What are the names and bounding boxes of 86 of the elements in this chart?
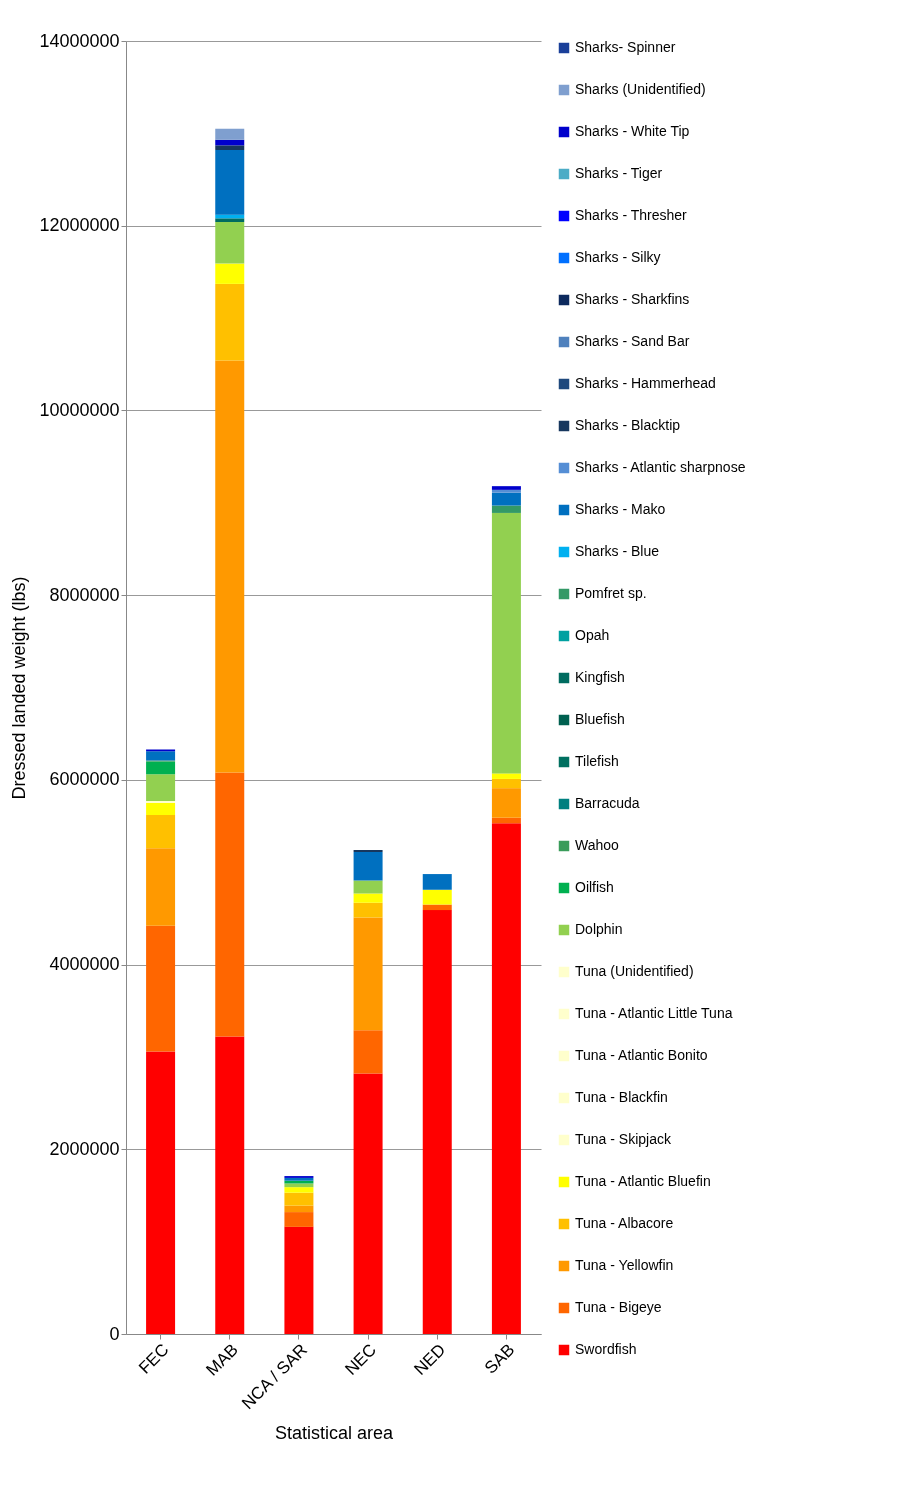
bar (491, 788, 521, 818)
y-tick-label: 6000000 (49, 769, 120, 790)
bar (215, 283, 245, 361)
bar (146, 751, 176, 761)
y-tick-label: 4000000 (49, 954, 120, 975)
bar (353, 1073, 383, 1334)
legend-label: Tuna - Albacore (575, 1215, 674, 1231)
bar (146, 925, 176, 1052)
legend-label: Sharks - Blue (575, 543, 660, 559)
legend-label: Sharks - White Tip (575, 123, 690, 139)
legend-label: Tuna - Yellowfin (575, 1257, 674, 1273)
bar (215, 222, 245, 264)
legend-label: Tuna - Blackfin (575, 1089, 668, 1105)
legend-label: Dolphin (575, 921, 623, 937)
bar (353, 880, 383, 894)
legend-label: Bluefish (575, 711, 625, 727)
bar (215, 1036, 245, 1334)
legend-label: Sharks - Blacktip (575, 417, 681, 433)
bar (146, 774, 176, 802)
bar (146, 814, 176, 849)
y-axis-title: Dressed landed weight (lbs) (9, 576, 30, 800)
bar (353, 1030, 383, 1074)
legend-label: Pomfret sp. (575, 585, 647, 601)
legend-label: Tuna - Bigeye (575, 1299, 662, 1315)
legend-label: Sharks - Mako (575, 501, 666, 517)
x-axis-title: Statistical area (274, 1422, 395, 1443)
legend-label: Sharks- Spinner (575, 39, 676, 55)
bar (491, 512, 521, 774)
legend-label: Kingfish (575, 669, 625, 685)
bar (353, 893, 383, 903)
legend-label: Oilfish (575, 879, 614, 895)
legend-label: Barracuda (575, 795, 640, 811)
bar (491, 823, 521, 1334)
bar (215, 139, 245, 146)
y-tick-label: 2000000 (49, 1138, 120, 1159)
y-tick-label: 8000000 (49, 584, 120, 605)
legend-label: Sharks - Sand Bar (575, 333, 690, 349)
legend-label: Sharks - Silky (575, 249, 661, 265)
bar (491, 492, 521, 506)
bar (215, 360, 245, 773)
bar (284, 1212, 314, 1227)
legend-label: Tilefish (575, 753, 619, 769)
bar (215, 149, 245, 215)
bar (284, 1187, 314, 1193)
legend-label: Sharks - Hammerhead (575, 375, 716, 391)
bar (215, 772, 245, 1037)
legend-label: Tuna - Atlantic Bluefin (575, 1173, 711, 1189)
bar (491, 773, 521, 779)
bar (146, 761, 176, 775)
bar (284, 1192, 314, 1206)
legend-label: Tuna (Unidentified) (575, 963, 694, 979)
y-tick-label: 10000000 (39, 399, 120, 420)
bar (215, 145, 245, 150)
bar (215, 218, 245, 223)
bar (146, 848, 176, 926)
bar (284, 1205, 314, 1213)
bar (146, 1051, 176, 1334)
bar (353, 902, 383, 918)
bar (146, 802, 176, 815)
legend-label: Swordfish (575, 1341, 637, 1357)
bar (215, 128, 245, 140)
bar (422, 910, 452, 1334)
legend-label: Sharks - Tiger (575, 165, 663, 181)
legend-label: Tuna - Atlantic Little Tuna (575, 1005, 733, 1021)
legend-label: Sharks - Sharkfins (575, 291, 690, 307)
bar (491, 817, 521, 824)
legend-label: Wahoo (575, 837, 620, 853)
bar (491, 778, 521, 789)
bar (422, 904, 452, 911)
legend-label: Sharks - Thresher (575, 207, 688, 223)
bar (353, 917, 383, 1031)
bar (422, 889, 452, 905)
y-tick-label: 14000000 (39, 30, 120, 51)
legend-label: Sharks (Unidentified) (575, 81, 706, 97)
bar (215, 263, 245, 284)
legend-label: Tuna - Atlantic Bonito (575, 1047, 708, 1063)
legend-label: Sharks - Atlantic sharpnose (575, 459, 746, 475)
bar (284, 1226, 314, 1334)
legend-label: Tuna - Skipjack (575, 1131, 672, 1147)
bar (422, 874, 452, 890)
bar (353, 851, 383, 881)
legend-label: Opah (575, 627, 610, 643)
bar (284, 1183, 314, 1188)
bar (491, 505, 521, 513)
y-tick-label: 12000000 (39, 215, 120, 236)
y-tick-label: 0 (109, 1323, 120, 1344)
